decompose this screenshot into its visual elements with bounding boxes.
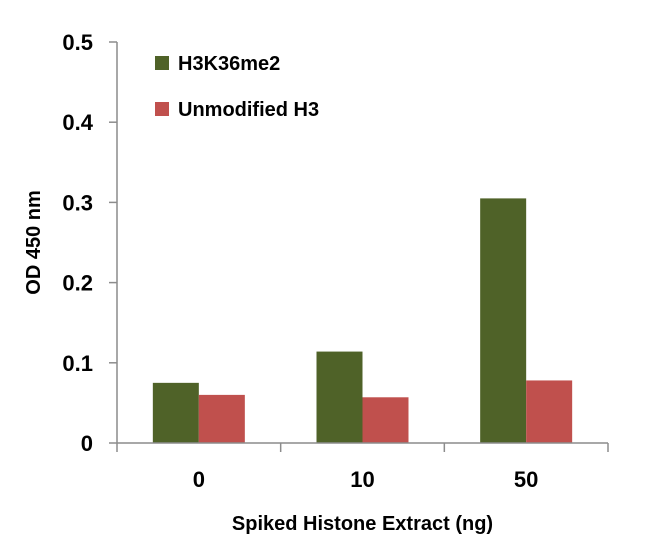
y-ticks: 0 0.1 0.2 0.3 0.4 0.5 xyxy=(62,30,117,456)
x-ticks: 0 10 50 xyxy=(116,443,609,492)
bar-unmodified-h3-10 xyxy=(362,397,409,443)
x-axis-title: Spiked Histone Extract (ng) xyxy=(232,513,493,535)
y-tick-label: 0.2 xyxy=(62,271,93,296)
chart-axes xyxy=(116,42,608,444)
bar-unmodified-h3-0 xyxy=(198,394,245,443)
y-tick-label: 0.5 xyxy=(62,30,93,55)
legend-label: H3K36me2 xyxy=(178,53,280,75)
bar-unmodified-h3-50 xyxy=(526,380,573,443)
legend-swatch xyxy=(155,102,169,116)
legend-swatch xyxy=(155,56,169,70)
x-tick-label: 0 xyxy=(193,467,205,492)
y-tick-label: 0 xyxy=(81,431,93,456)
x-tick-label: 50 xyxy=(514,467,538,492)
bar-h3k36me2-0 xyxy=(152,382,199,443)
legend: H3K36me2 Unmodified H3 xyxy=(155,53,319,121)
bar-h3k36me2-50 xyxy=(480,198,527,443)
legend-label: Unmodified H3 xyxy=(178,99,319,121)
bar-group xyxy=(152,198,573,443)
y-tick-label: 0.3 xyxy=(62,190,93,215)
y-tick-label: 0.1 xyxy=(62,351,93,376)
bar-h3k36me2-10 xyxy=(316,351,363,443)
y-tick-label: 0.4 xyxy=(62,110,93,135)
x-tick-label: 10 xyxy=(350,467,374,492)
y-axis-title: OD 450 nm xyxy=(23,190,45,294)
